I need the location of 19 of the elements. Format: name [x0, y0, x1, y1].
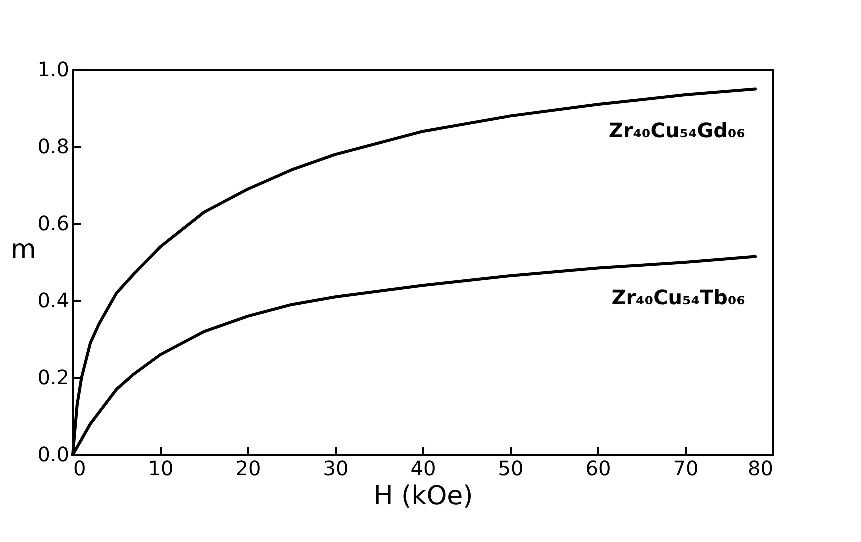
y-tick-label: 0.0: [38, 442, 70, 466]
x-tick-label: 0: [74, 456, 86, 480]
y-axis-title: m: [11, 235, 36, 265]
series-label: Zr₄₀Cu₅₄Gd₀₆: [608, 118, 746, 142]
y-tick-label: 1.0: [38, 58, 70, 82]
x-tick-label: 20: [236, 456, 262, 480]
x-tick-label: 30: [323, 456, 349, 480]
x-tick-label: 60: [586, 456, 612, 480]
y-tick-label: 0.2: [38, 366, 70, 390]
x-tick-label: 50: [498, 456, 524, 480]
series-label: Zr₄₀Cu₅₄Tb₀₆: [612, 286, 746, 310]
y-tick-label: 0.8: [38, 134, 70, 158]
x-tick-label: 80: [748, 456, 774, 480]
x-tick-label: 40: [410, 456, 436, 480]
x-tick-label: 10: [148, 456, 174, 480]
x-tick-label: 70: [673, 456, 699, 480]
y-tick-label: 0.6: [38, 212, 70, 236]
x-axis-title: H (kOe): [374, 482, 474, 512]
y-tick-label: 0.4: [38, 288, 70, 312]
